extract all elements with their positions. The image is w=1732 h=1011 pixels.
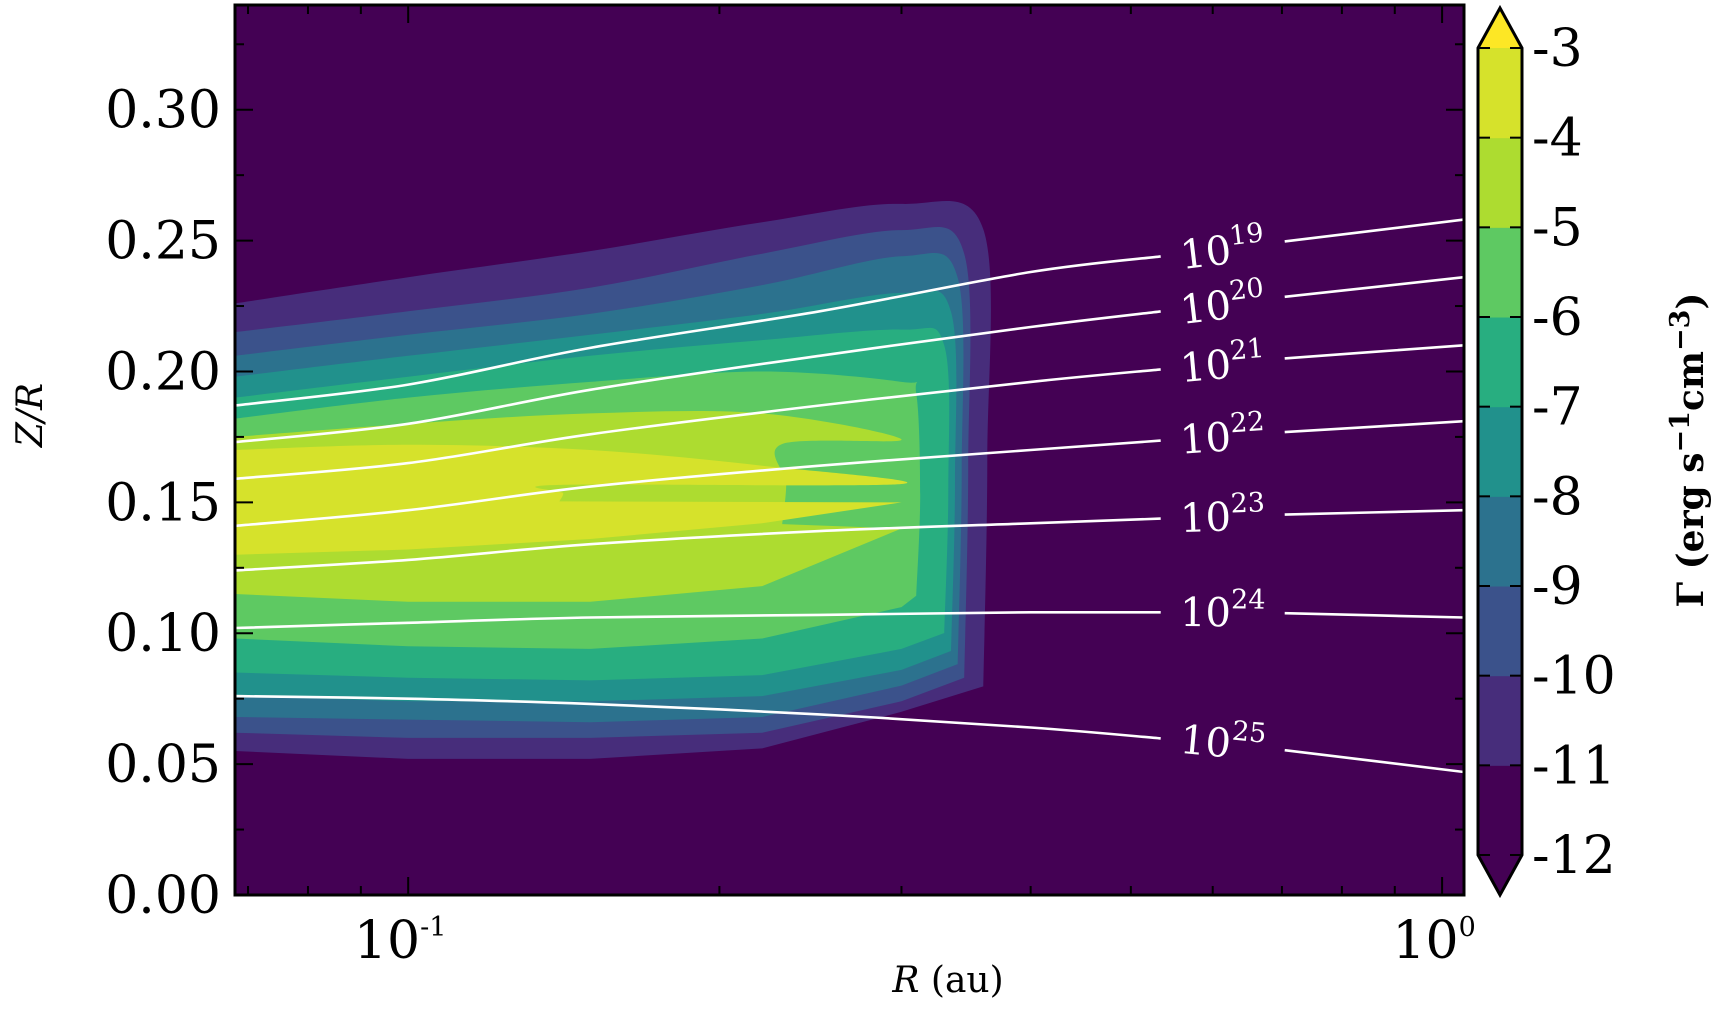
colorbar-extend-max <box>1478 8 1522 48</box>
column-density-line-22 <box>235 439 1161 528</box>
x-tick-label: 100 <box>1392 911 1475 971</box>
y-axis-label: Z/R <box>10 383 51 448</box>
colorbar-tick-label: -5 <box>1532 198 1583 258</box>
y-axis-ticks: 0.00 0.05 0.10 0.15 0.20 0.25 0.30 <box>105 43 1464 926</box>
column-density-label-23: 1023 <box>1179 487 1266 542</box>
colorbar-tick-label: -9 <box>1532 557 1583 617</box>
colorbar-tick-label: -8 <box>1532 467 1583 527</box>
column-density-label-20: 1020 <box>1177 272 1268 334</box>
column-density-line-22-right <box>1284 419 1464 434</box>
colorbar-tick-label: -7 <box>1532 378 1583 438</box>
column-density-line-25 <box>235 694 1161 740</box>
colorbar-segment <box>1478 765 1522 856</box>
colorbar-label: Γ (erg s−1cm−3) <box>1665 293 1712 608</box>
column-density-line-24-right <box>1284 611 1464 619</box>
colorbar-segment <box>1478 317 1522 408</box>
y-tick-label: 0.15 <box>105 473 221 533</box>
y-tick-label: 0.25 <box>105 212 221 272</box>
colorbar-segment <box>1478 675 1522 766</box>
column-density-label-24: 1024 <box>1180 584 1266 637</box>
y-tick-label: 0.30 <box>105 81 221 141</box>
column-density-line-21-right <box>1284 344 1464 360</box>
column-density-label-19: 1019 <box>1177 217 1268 279</box>
y-tick-label: 0.00 <box>105 866 221 926</box>
plot-frame <box>233 3 1466 897</box>
colorbar: -12 -11 -10 -9 -8 -7 -6 -5 -4 -3 <box>1476 4 1616 899</box>
colorbar-segment <box>1478 586 1522 677</box>
column-density-label-25: 1025 <box>1178 711 1268 771</box>
column-density-line-19-right <box>1284 218 1464 243</box>
column-density-line-25-right <box>1284 748 1464 774</box>
colorbar-tick-label: -4 <box>1532 109 1583 169</box>
colorbar-tick-label: -12 <box>1532 826 1616 886</box>
column-density-line-23-right <box>1284 508 1464 516</box>
colorbar-tick-label: -3 <box>1532 19 1583 79</box>
colorbar-tick-label: -6 <box>1532 288 1583 348</box>
x-axis-ticks: 10-1 100 <box>247 5 1476 971</box>
column-density-line-20 <box>235 310 1161 444</box>
y-tick-label: 0.20 <box>105 342 221 402</box>
colorbar-segment <box>1478 48 1522 139</box>
column-density-line-24 <box>235 610 1161 630</box>
column-density-label-21: 1021 <box>1178 333 1268 392</box>
column-density-contours <box>235 218 1464 774</box>
column-density-line-23 <box>235 517 1161 572</box>
y-tick-label: 0.10 <box>105 604 221 664</box>
colorbar-extend-min <box>1478 855 1522 895</box>
y-tick-label: 0.05 <box>105 735 221 795</box>
colorbar-tick-label: -11 <box>1532 736 1616 796</box>
x-axis-label: R (au) <box>891 960 1003 1001</box>
colorbar-segment <box>1478 406 1522 497</box>
colorbar-tick-label: -10 <box>1532 647 1616 707</box>
heating-contours <box>235 201 991 759</box>
column-density-label-22: 1022 <box>1178 406 1267 464</box>
colorbar-segment <box>1478 496 1522 587</box>
colorbar-segment <box>1478 137 1522 228</box>
column-density-line-20-right <box>1284 275 1464 299</box>
column-density-line-19 <box>235 255 1161 407</box>
colorbar-segment <box>1478 227 1522 318</box>
x-tick-label: 10-1 <box>354 911 446 971</box>
column-density-line-21 <box>235 368 1161 481</box>
